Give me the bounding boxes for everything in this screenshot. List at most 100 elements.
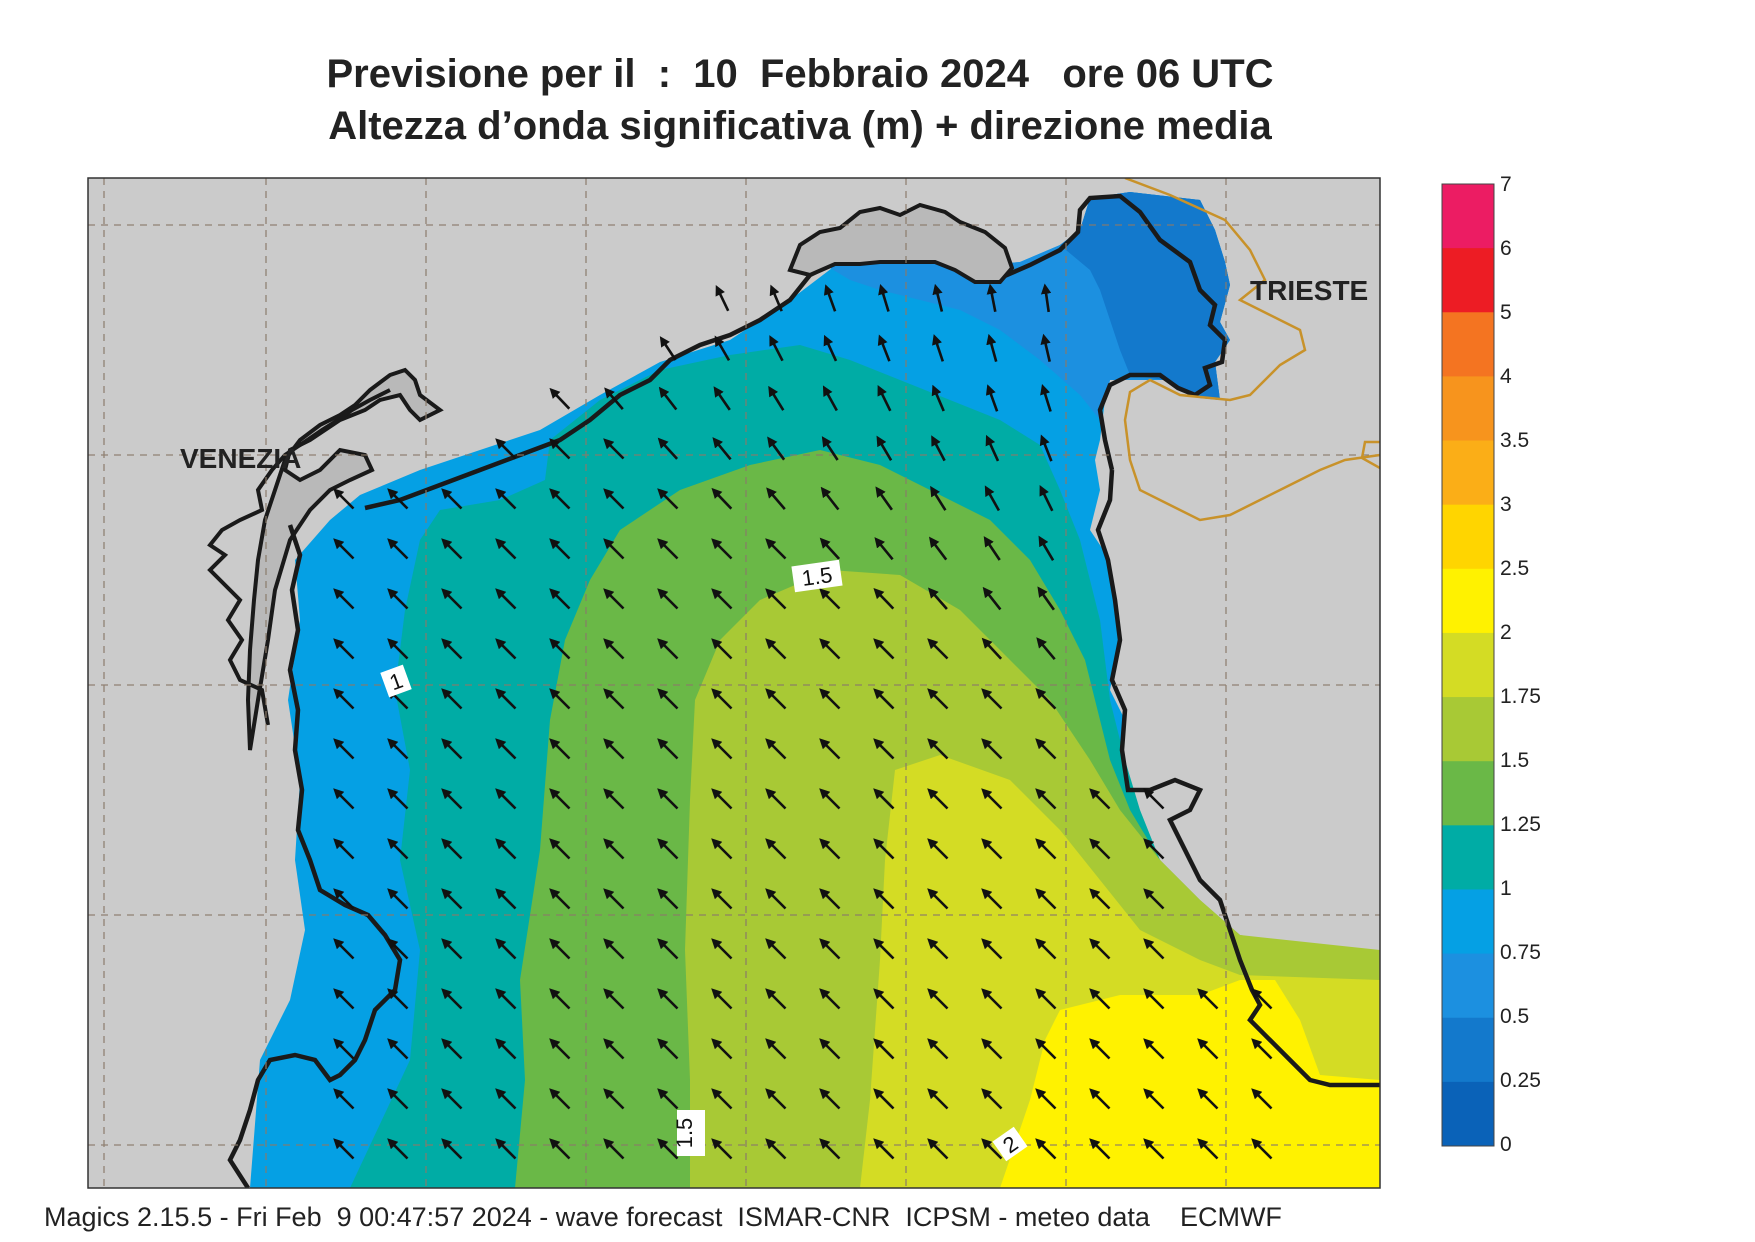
- wave-arrow: [657, 638, 679, 660]
- colorbar-swatch: [1442, 1017, 1494, 1083]
- wave-arrow: [495, 688, 517, 710]
- wave-arrow: [819, 788, 841, 810]
- wave-arrow: [549, 1038, 571, 1060]
- wave-arrow: [931, 384, 945, 412]
- wave-arrow: [495, 638, 517, 660]
- wave-arrow: [495, 788, 517, 810]
- national-border: [1123, 178, 1380, 522]
- wave-arrow: [1089, 1138, 1111, 1160]
- wave-arrow: [819, 838, 841, 860]
- wave-arrow: [715, 284, 730, 312]
- colorbar-swatch: [1442, 761, 1494, 826]
- wave-arrow: [1143, 1138, 1165, 1160]
- wave-arrow: [1143, 1088, 1165, 1110]
- wave-arrow: [1197, 1088, 1219, 1110]
- wave-arrow: [874, 537, 894, 561]
- colorbar-swatch: [1442, 825, 1494, 890]
- colorbar-swatch: [1442, 312, 1494, 377]
- wave-arrow: [495, 988, 517, 1010]
- wave-arrow: [822, 385, 838, 412]
- wave-arrow: [657, 688, 679, 710]
- wave-arrow: [333, 938, 355, 960]
- wave-arrow: [1035, 788, 1057, 810]
- wave-arrow: [1143, 888, 1165, 910]
- wave-arrow: [1089, 988, 1111, 1010]
- wave-arrow: [819, 1088, 841, 1110]
- wave-arrow: [549, 888, 571, 910]
- wave-arrow: [714, 335, 731, 362]
- colorbar-tick: 2.5: [1500, 557, 1529, 580]
- wave-arrow: [1143, 838, 1165, 860]
- wave-arrow: [603, 788, 625, 810]
- wave-arrow: [711, 888, 733, 910]
- wave-arrow: [1039, 484, 1054, 512]
- wave-arrow: [873, 638, 895, 660]
- colorbar-tick: 3: [1500, 493, 1512, 516]
- svg-text:1.5: 1.5: [672, 1118, 697, 1149]
- wave-arrow: [495, 1088, 517, 1110]
- wave-arrow: [549, 838, 571, 860]
- lagoon-inner-shore: [207, 388, 391, 726]
- contour-label-2: 1: [380, 664, 412, 698]
- wave-arrow: [659, 336, 677, 361]
- wave-arrow: [333, 588, 355, 610]
- wave-arrow: [333, 1138, 355, 1160]
- wave-arrow: [1035, 938, 1057, 960]
- wave-arrow: [981, 788, 1003, 810]
- wave-arrow: [928, 587, 948, 610]
- wave-arrow: [657, 938, 679, 960]
- wave-arrow: [603, 988, 625, 1010]
- wave-arrow: [549, 788, 571, 810]
- wave-arrow: [1040, 384, 1052, 412]
- wave-arrow: [1038, 535, 1055, 561]
- wave-arrow: [873, 788, 895, 810]
- wave-arrow: [1039, 434, 1053, 462]
- wave-arrow: [819, 938, 841, 960]
- colorbar-tick: 1: [1500, 877, 1512, 900]
- wave-arrow: [765, 838, 787, 860]
- wave-arrow: [1251, 988, 1273, 1010]
- colorbar-swatch: [1442, 568, 1494, 634]
- wave-arrow: [549, 588, 571, 610]
- wave-arrow: [333, 638, 355, 660]
- wave-arrow: [657, 738, 679, 760]
- wave-arrow: [495, 938, 517, 960]
- wave-arrow: [1197, 988, 1219, 1010]
- wave-arrow: [495, 488, 517, 510]
- wave-arrow: [928, 536, 948, 561]
- wave-arrow: [711, 988, 733, 1010]
- wave-arrow: [981, 938, 1003, 960]
- wave-arrow: [765, 1138, 787, 1160]
- wave-arrow: [387, 588, 409, 610]
- wave-arrow: [1089, 788, 1111, 810]
- colorbar-tick: 2: [1500, 621, 1512, 644]
- wave-arrow: [333, 538, 355, 560]
- wave-arrow: [931, 435, 946, 462]
- wave-arrow: [769, 284, 783, 312]
- wave-arrow: [603, 538, 625, 560]
- wave-arrow: [873, 838, 895, 860]
- wave-arrow: [765, 688, 787, 710]
- wave-arrow: [549, 988, 571, 1010]
- wave-arrow: [981, 688, 1003, 710]
- colorbar: 7 6 5 4 3.5 3 2.5 2 1.75 1.5 1.25 1 0.75…: [1441, 173, 1541, 1156]
- wave-arrow: [1036, 637, 1056, 661]
- wave-arrow: [765, 1088, 787, 1110]
- wave-arrow: [873, 1038, 895, 1060]
- wave-arrow: [711, 538, 733, 560]
- wave-arrow: [387, 788, 409, 810]
- wave-arrow: [985, 384, 999, 412]
- colorbar-swatch: [1442, 376, 1494, 442]
- wave-arrow: [441, 1038, 463, 1060]
- wave-arrow: [765, 538, 787, 560]
- city-label-trieste: TRIESTE: [1250, 275, 1368, 306]
- wave-arrow: [981, 888, 1003, 910]
- wave-arrow: [387, 988, 409, 1010]
- wave-arrow: [873, 588, 895, 610]
- wave-arrow: [441, 538, 463, 560]
- wave-arrow: [927, 788, 949, 810]
- wave-arrow: [441, 788, 463, 810]
- wave-arrow: [984, 485, 1001, 512]
- wave-arrow: [985, 434, 1000, 462]
- wave-arrow: [1035, 1038, 1057, 1060]
